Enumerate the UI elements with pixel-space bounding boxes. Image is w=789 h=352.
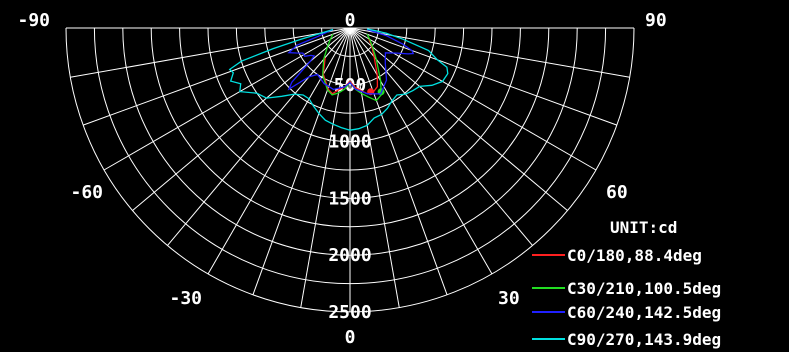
legend-entry: C0/180,88.4deg: [567, 246, 702, 265]
grid-spoke: [103, 27, 351, 171]
grid-spoke: [349, 27, 597, 171]
radial-tick-label: 1500: [328, 188, 371, 209]
angle-labels: -90 90 0 -60 60 -30 30 0: [17, 10, 666, 348]
grid-spoke: [349, 27, 448, 296]
angle-label: -30: [169, 288, 202, 309]
grid-spoke: [349, 27, 400, 308]
grid-spoke: [82, 27, 351, 126]
legend-entry: C60/240,142.5deg: [567, 303, 721, 322]
series-line: [322, 38, 379, 95]
radial-tick-label: 2500: [328, 302, 371, 323]
angle-label: 30: [498, 288, 520, 309]
radial-tick-label: 1000: [328, 132, 371, 153]
grid-spoke: [349, 27, 568, 211]
angle-label: 0: [345, 327, 356, 348]
grid-spoke: [132, 27, 351, 211]
series-line: [228, 28, 449, 131]
unit-label: UNIT:cd: [610, 218, 677, 237]
series-curves: [228, 28, 449, 131]
grid-spoke: [252, 27, 351, 296]
grid-spoke: [300, 27, 351, 308]
grid-spoke: [207, 27, 351, 275]
grid-spoke: [349, 27, 533, 246]
grid-spoke: [167, 27, 351, 246]
series-line: [287, 28, 415, 95]
angle-label: 90: [645, 10, 667, 31]
angle-label: -90: [17, 10, 50, 31]
grid-spoke: [349, 27, 618, 126]
grid-spoke: [70, 27, 351, 78]
polar-grid: [65, 27, 635, 313]
legend-entry: C30/210,100.5deg: [567, 279, 721, 298]
grid-spoke: [349, 27, 493, 275]
legend-entry: C90/270,143.9deg: [567, 330, 721, 349]
legend: UNIT:cd C0/180,88.4deg C30/210,100.5deg C6…: [532, 218, 721, 349]
angle-label: 60: [606, 182, 628, 203]
angle-label: -60: [70, 182, 103, 203]
angle-label: 0: [345, 10, 356, 31]
radial-tick-label: 2000: [328, 245, 371, 266]
